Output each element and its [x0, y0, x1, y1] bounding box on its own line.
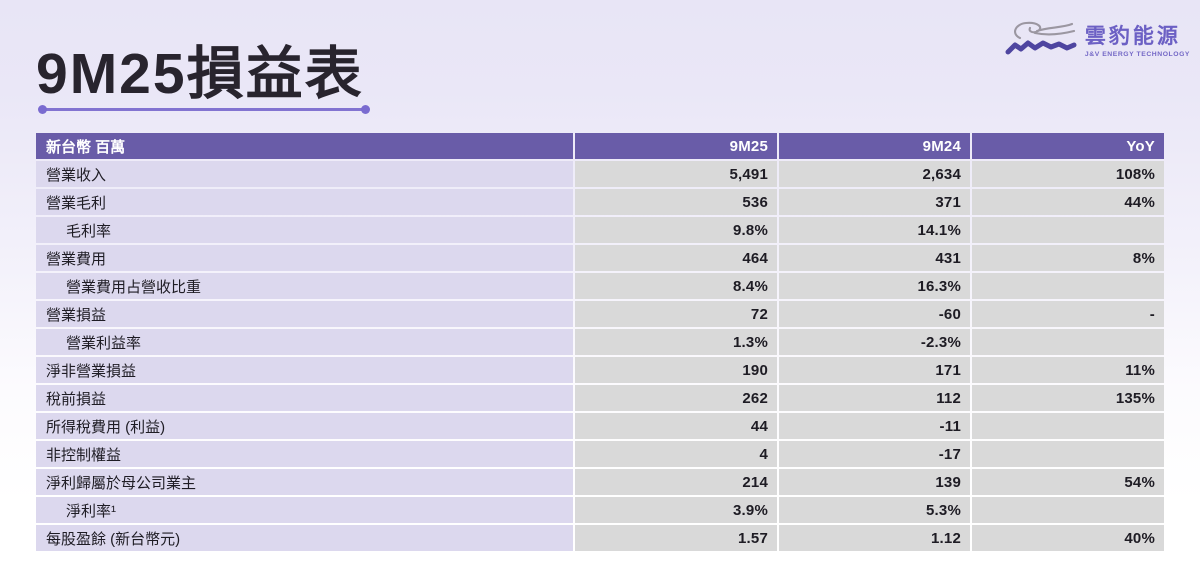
row-label: 淨利歸屬於母公司業主	[36, 469, 573, 495]
row-9m25-value: 1.57	[575, 525, 777, 551]
row-9m24-value: 2,634	[779, 161, 970, 187]
row-yoy-value: 11%	[972, 357, 1164, 383]
row-9m25-value: 44	[575, 413, 777, 439]
row-9m24-value: -2.3%	[779, 329, 970, 355]
row-yoy-value: 44%	[972, 189, 1164, 215]
table-header-unit: 新台幣 百萬	[36, 133, 573, 159]
row-9m24-value: 139	[779, 469, 970, 495]
income-statement-table: 新台幣 百萬 9M25 9M24 YoY 營業收入 5,491 2,634 10…	[36, 133, 1164, 551]
row-yoy-value	[972, 329, 1164, 355]
row-9m24-value: -60	[779, 301, 970, 327]
row-label: 非控制權益	[36, 441, 573, 467]
row-9m25-value: 5,491	[575, 161, 777, 187]
row-9m25-value: 3.9%	[575, 497, 777, 523]
row-yoy-value: 135%	[972, 385, 1164, 411]
row-9m25-value: 262	[575, 385, 777, 411]
row-9m24-value: 371	[779, 189, 970, 215]
row-yoy-value: 108%	[972, 161, 1164, 187]
row-label: 營業收入	[36, 161, 573, 187]
table-header-9m24: 9M24	[779, 133, 970, 159]
row-yoy-value: 8%	[972, 245, 1164, 271]
row-label: 淨非營業損益	[36, 357, 573, 383]
row-9m25-value: 4	[575, 441, 777, 467]
row-9m24-value: 112	[779, 385, 970, 411]
row-yoy-value: -	[972, 301, 1164, 327]
row-yoy-value	[972, 441, 1164, 467]
company-name: 雲豹能源	[1084, 25, 1181, 49]
row-label: 營業費用	[36, 245, 573, 271]
row-9m24-value: -11	[779, 413, 970, 439]
row-yoy-value	[972, 497, 1164, 523]
row-9m25-value: 214	[575, 469, 777, 495]
row-9m25-value: 536	[575, 189, 777, 215]
row-yoy-value	[972, 217, 1164, 243]
row-yoy-value: 40%	[972, 525, 1164, 551]
logo-text: 雲豹能源 J&V ENERGY TECHNOLOGY	[1085, 25, 1190, 57]
row-label: 營業損益	[36, 301, 573, 327]
row-9m24-value: 5.3%	[779, 497, 970, 523]
table-header-yoy: YoY	[972, 133, 1164, 159]
row-label: 營業利益率	[36, 329, 573, 355]
page-title: 9M25損益表	[36, 42, 364, 106]
row-9m24-value: 16.3%	[779, 273, 970, 299]
company-name-en: J&V ENERGY TECHNOLOGY	[1084, 50, 1190, 58]
row-9m25-value: 72	[575, 301, 777, 327]
row-label: 營業毛利	[36, 189, 573, 215]
company-logo: 雲豹能源 J&V ENERGY TECHNOLOGY	[1004, 17, 1190, 66]
row-9m25-value: 190	[575, 357, 777, 383]
row-9m24-value: 1.12	[779, 525, 970, 551]
row-yoy-value	[972, 413, 1164, 439]
table-header-9m25: 9M25	[575, 133, 777, 159]
row-label: 毛利率	[36, 217, 573, 243]
row-9m24-value: 431	[779, 245, 970, 271]
row-9m25-value: 464	[575, 245, 777, 271]
row-yoy-value: 54%	[972, 469, 1164, 495]
row-9m25-value: 9.8%	[575, 217, 777, 243]
row-9m24-value: 14.1%	[779, 217, 970, 243]
row-yoy-value	[972, 273, 1164, 299]
row-label: 淨利率¹	[36, 497, 573, 523]
row-label: 每股盈餘 (新台幣元)	[36, 525, 573, 551]
row-9m24-value: 171	[779, 357, 970, 383]
cloud-leopard-logo-icon	[1004, 17, 1078, 66]
row-9m25-value: 1.3%	[575, 329, 777, 355]
row-9m25-value: 8.4%	[575, 273, 777, 299]
row-label: 營業費用占營收比重	[36, 273, 573, 299]
row-label: 稅前損益	[36, 385, 573, 411]
row-9m24-value: -17	[779, 441, 970, 467]
row-label: 所得稅費用 (利益)	[36, 413, 573, 439]
title-underline-decoration	[38, 105, 370, 114]
